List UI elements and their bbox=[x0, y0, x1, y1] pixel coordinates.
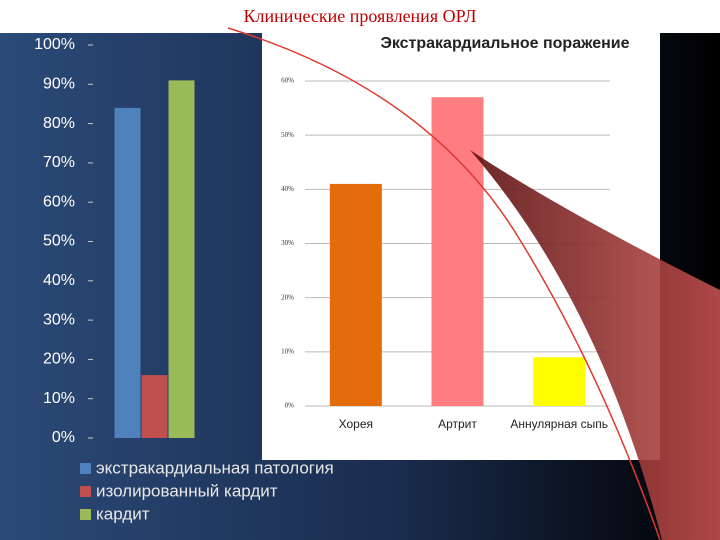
bar bbox=[168, 80, 195, 439]
legend-swatch bbox=[80, 509, 91, 520]
y-tick-label: 100% bbox=[34, 36, 75, 53]
legend-label: изолированный кардит bbox=[96, 481, 278, 500]
x-tick-label: Хорея bbox=[339, 417, 373, 431]
y-tick-label: 20% bbox=[281, 293, 294, 301]
y-tick-label: 40% bbox=[281, 185, 294, 193]
bar bbox=[114, 107, 141, 438]
y-tick-label: 0% bbox=[285, 402, 295, 410]
y-tick-label: 50% bbox=[43, 233, 75, 250]
bar bbox=[329, 183, 382, 406]
x-tick-label: Артрит bbox=[438, 417, 477, 431]
y-tick-label: 10% bbox=[281, 347, 294, 355]
legend-label: экстракардиальная патология bbox=[96, 458, 334, 477]
bar bbox=[533, 357, 586, 406]
chart-title: Экстракардиальное поражение bbox=[380, 35, 629, 52]
legend-label: кардит bbox=[96, 504, 150, 523]
decor-curve bbox=[227, 27, 661, 540]
y-tick-label: 10% bbox=[43, 390, 75, 407]
y-tick-label: 0% bbox=[52, 429, 75, 446]
x-tick-label: Аннулярная сыпь bbox=[510, 417, 608, 431]
y-tick-label: 60% bbox=[43, 193, 75, 210]
y-tick-label: 40% bbox=[43, 272, 75, 289]
legend-swatch bbox=[80, 486, 91, 497]
title-strip bbox=[0, 0, 720, 33]
y-tick-label: 80% bbox=[43, 115, 75, 132]
y-tick-label: 30% bbox=[43, 311, 75, 328]
legend-swatch bbox=[80, 463, 91, 474]
slide-title: Клинические проявления ОРЛ bbox=[244, 6, 477, 26]
bar bbox=[141, 375, 168, 438]
y-tick-label: 90% bbox=[43, 76, 75, 93]
y-tick-label: 20% bbox=[43, 351, 75, 368]
y-tick-label: 60% bbox=[281, 77, 294, 85]
y-tick-label: 70% bbox=[43, 154, 75, 171]
y-tick-label: 50% bbox=[281, 131, 294, 139]
y-tick-label: 30% bbox=[281, 239, 294, 247]
decor-wedge bbox=[470, 150, 720, 540]
bar bbox=[431, 97, 484, 406]
